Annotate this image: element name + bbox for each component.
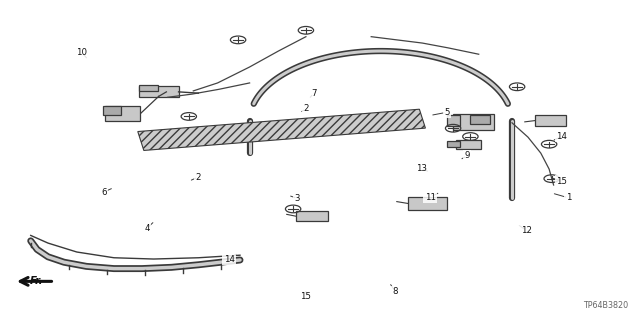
Text: 2: 2 [303,104,308,113]
Bar [447,115,460,126]
Text: 5: 5 [444,108,449,117]
Text: 14: 14 [556,132,568,141]
Bar [456,140,481,149]
Text: TP64B3820: TP64B3820 [583,301,628,310]
Text: 7: 7 [311,89,316,98]
Bar [470,115,490,124]
Bar [139,86,179,98]
Text: 1: 1 [566,193,571,202]
Text: 4: 4 [145,224,150,233]
Text: Fr.: Fr. [30,276,44,286]
Text: 13: 13 [415,164,427,173]
Text: 15: 15 [300,292,312,300]
Text: 6: 6 [101,188,106,197]
Text: 11: 11 [424,193,436,202]
Text: 12: 12 [520,226,532,235]
Text: 8: 8 [393,287,398,296]
Bar [139,85,158,91]
Text: 14: 14 [223,255,235,263]
Bar [535,115,566,126]
Text: 9: 9 [465,151,470,160]
Text: 3: 3 [295,194,300,203]
Text: 10: 10 [76,48,88,57]
Bar [408,197,447,210]
Bar [447,141,460,147]
Bar [296,211,328,221]
Text: 15: 15 [556,177,568,186]
Bar [453,114,494,130]
Bar [105,106,141,121]
Bar [103,106,121,115]
Polygon shape [138,109,426,151]
Text: 2: 2 [196,173,201,182]
